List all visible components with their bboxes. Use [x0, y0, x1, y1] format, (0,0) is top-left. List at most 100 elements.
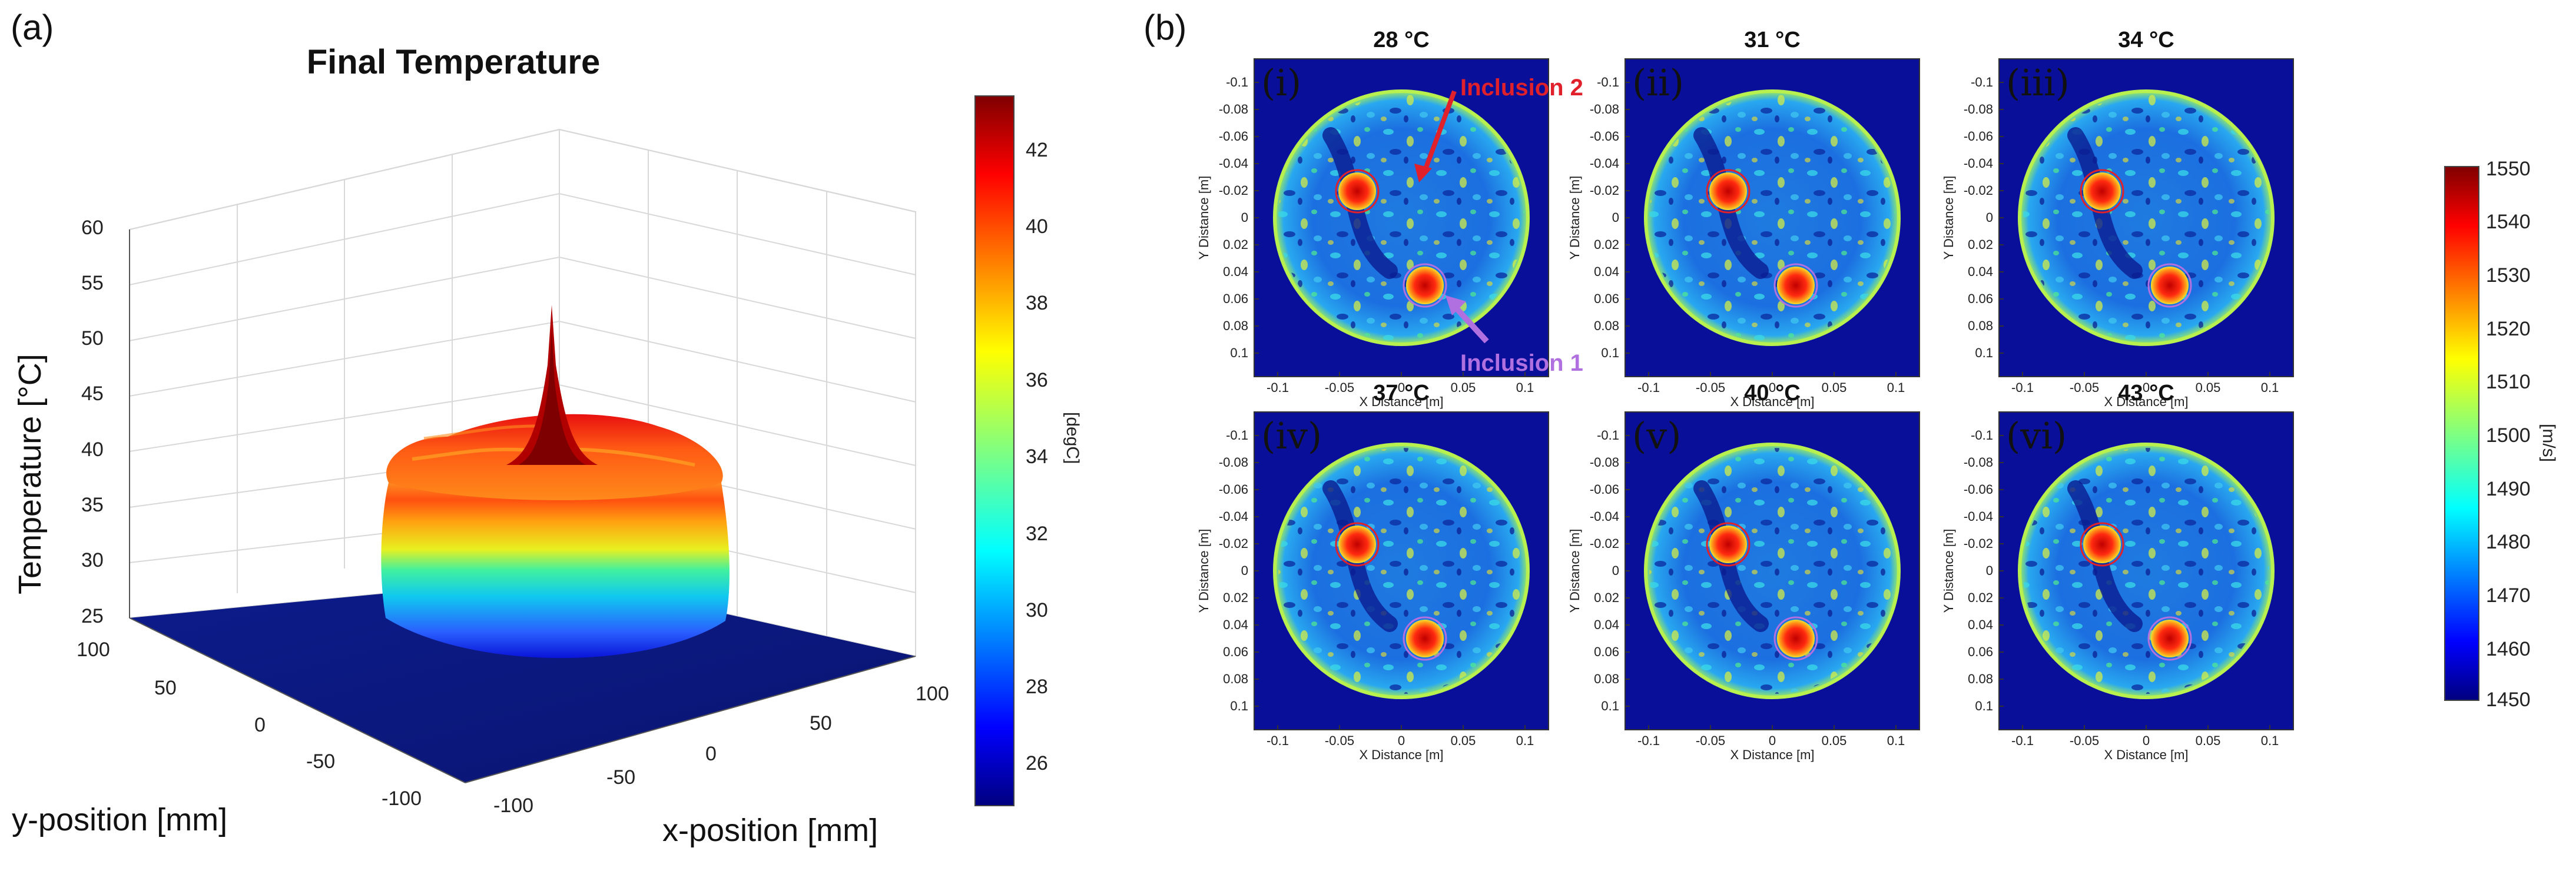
- cb-b-tick-1530: 1530: [2486, 264, 2531, 287]
- y-tick-label: 0.04: [1594, 617, 1619, 632]
- x-tick-label: 0.1: [2261, 733, 2279, 748]
- subplot-numeral-5: (v): [1632, 414, 1681, 457]
- x-tick-label: 0.05: [1822, 733, 1847, 748]
- y-tick-label: 0.04: [1968, 264, 1993, 279]
- y-tick-label: -0.04: [1590, 156, 1619, 171]
- x-tick-label: -0.1: [2011, 733, 2034, 748]
- y-tick-label: 0.08: [1223, 318, 1248, 333]
- cb-b-tick-1540: 1540: [2486, 211, 2531, 233]
- y-tick-label: -0.08: [1219, 455, 1248, 470]
- y-tick-label: 0.1: [1975, 345, 1993, 360]
- cb-a-tick-38: 38: [1026, 292, 1048, 314]
- x-tick-label: 0.05: [1451, 733, 1476, 748]
- y-tick-label: 0.08: [1594, 318, 1619, 333]
- inclusion-1: [1777, 620, 1815, 657]
- y-tick-label: 0.02: [1223, 237, 1248, 252]
- x-tick-label: -0.1: [1267, 733, 1289, 748]
- y-tick-label: -0.1: [1226, 75, 1248, 89]
- subplot-1: 28 °C (i) -0.1 -0.08 -0.06 -0.04 -0.02 0 0.02 0.0…: [1196, 28, 1549, 409]
- disk-texture: [2023, 448, 2269, 694]
- y-tick-label: -0.08: [1590, 455, 1619, 470]
- y-tick-label: 0.06: [1223, 644, 1248, 659]
- y-tick-label: 0.02: [1223, 590, 1248, 605]
- x-tick-label: 0: [1769, 380, 1776, 395]
- subplot-2: 31 °C (ii) -0.1 -0.08 -0.06 -0.04 -0.02 0 0.02 0.…: [1567, 28, 1920, 409]
- subplot-6: 43 °C (vi) -0.1 -0.08 -0.06 -0.04 -0.02 0 0.02 0.…: [1941, 381, 2294, 762]
- colorbar-b: [2444, 166, 2479, 701]
- annotation-arrow-2: [1423, 90, 1457, 172]
- x-tick-label: -0.05: [2070, 380, 2099, 395]
- y-tick-label: 0: [1241, 563, 1248, 578]
- x-tick-label: 0: [2143, 733, 2150, 748]
- inclusion-2: [1338, 526, 1376, 563]
- inclusion-1-ring: [1773, 263, 1818, 308]
- subplot-title-4: 37 °C: [1373, 381, 1429, 405]
- inclusion-1-ring: [2147, 263, 2192, 308]
- y-tick-label: 0.08: [1223, 671, 1248, 686]
- disk-texture: [1649, 448, 1895, 694]
- y-tick-label: -0.1: [1971, 428, 1993, 443]
- x-tick-label: 0.1: [1887, 733, 1905, 748]
- disk-rim: [1644, 443, 1901, 699]
- inclusion-2: [1709, 526, 1747, 563]
- subplot-5: 40 °C (v) -0.1 -0.08 -0.06 -0.04 -0.02 0 0.02 0.0…: [1567, 381, 1920, 762]
- colorbar-a: [974, 95, 1015, 806]
- disk-texture: [1278, 448, 1524, 694]
- y-tick--50: -50: [306, 750, 336, 773]
- x-tick-label: 0.1: [1887, 380, 1905, 395]
- inclusion-2: [2083, 526, 2121, 563]
- x-tick-label: 0: [1769, 733, 1776, 748]
- y-tick-label: 0.06: [1594, 291, 1619, 306]
- x-tick-label: 0.1: [2261, 380, 2279, 395]
- subplot-title-1: 28 °C: [1373, 28, 1429, 52]
- y-axis-label: Y Distance [m]: [1567, 176, 1582, 260]
- cb-b-tick-1450: 1450: [2486, 689, 2531, 711]
- y-tick-100: 100: [77, 639, 110, 661]
- surface-plateau: [381, 305, 730, 659]
- x-tick-50: 50: [810, 712, 832, 734]
- y-tick-label: -0.02: [1964, 183, 1993, 198]
- annotation-inclusion-2: Inclusion 2: [1460, 75, 1583, 101]
- y-tick-label: -0.02: [1219, 536, 1248, 551]
- z-tick-55: 55: [81, 272, 104, 294]
- y-tick-label: 0.1: [1975, 699, 1993, 713]
- x-tick-label: 0: [2143, 380, 2150, 395]
- y-tick-label: 0.02: [1594, 237, 1619, 252]
- z-tick-40: 40: [81, 438, 104, 461]
- panel-b-letter: (b): [1143, 8, 1187, 47]
- cb-b-tick-1470: 1470: [2486, 584, 2531, 607]
- cb-b-tick-1480: 1480: [2486, 531, 2531, 553]
- panel-a-letter: (a): [11, 8, 54, 47]
- annotation-arrowhead-2: [1414, 164, 1432, 182]
- inclusion-1: [1406, 620, 1444, 657]
- x-tick--100: -100: [493, 794, 534, 817]
- y-tick-label: 0.1: [1230, 345, 1248, 360]
- y-tick-label: -0.08: [1219, 102, 1248, 117]
- x-tick-label: -0.05: [1696, 380, 1725, 395]
- y-tick-label: 0.06: [1594, 644, 1619, 659]
- x-axis-label: X Distance [m]: [1730, 747, 1814, 762]
- y-tick-label: 0.08: [1968, 318, 1993, 333]
- x-axis-label: X Distance [m]: [1730, 394, 1814, 409]
- y-tick-label: 0: [1241, 210, 1248, 225]
- subplot-numeral-1: (i): [1261, 61, 1301, 104]
- annotations: Inclusion 2 Inclusion 1: [1414, 75, 1583, 376]
- y-tick-label: 0.04: [1594, 264, 1619, 279]
- inclusion-1-ring: [1773, 616, 1818, 661]
- x-tick-label: 0: [1398, 733, 1405, 748]
- cb-b-unit: [m/s]: [2539, 424, 2558, 462]
- cb-b-tick-1460: 1460: [2486, 638, 2531, 660]
- annotation-inclusion-1: Inclusion 1: [1460, 350, 1583, 376]
- x-tick-label: -0.05: [1325, 733, 1354, 748]
- x-tick-label: -0.1: [1637, 733, 1660, 748]
- x-tick-label: 0.05: [2196, 380, 2221, 395]
- y-tick-label: -0.1: [1597, 428, 1619, 443]
- cb-a-tick-40: 40: [1026, 215, 1048, 238]
- x-tick-label: 0.05: [2196, 733, 2221, 748]
- cb-a-tick-28: 28: [1026, 676, 1048, 698]
- x-tick-label: 0.1: [1516, 733, 1534, 748]
- y-tick-label: -0.1: [1226, 428, 1248, 443]
- y-tick-label: -0.02: [1590, 183, 1619, 198]
- x-tick-label: 0.1: [1516, 380, 1534, 395]
